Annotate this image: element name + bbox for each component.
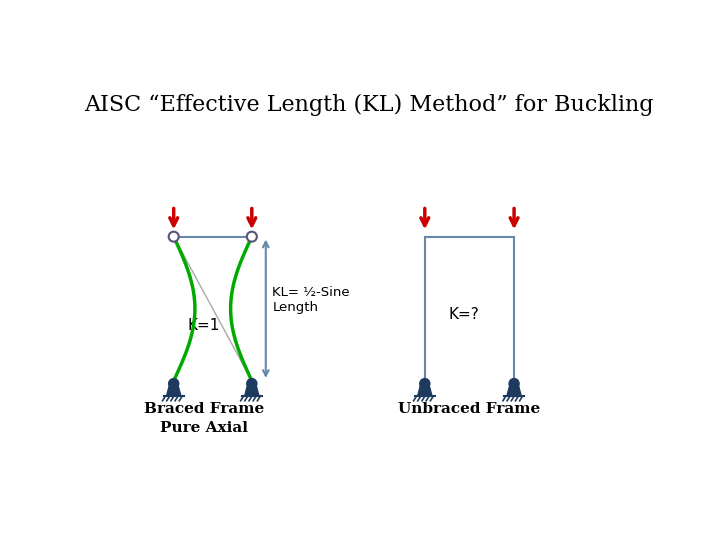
- Text: AISC “Effective Length (KL) Method” for Buckling: AISC “Effective Length (KL) Method” for …: [84, 94, 654, 116]
- Circle shape: [509, 379, 519, 389]
- Polygon shape: [166, 383, 181, 396]
- Circle shape: [168, 232, 179, 242]
- Text: Pure Axial: Pure Axial: [161, 421, 248, 435]
- Circle shape: [420, 379, 430, 389]
- Text: Unbraced Frame: Unbraced Frame: [398, 402, 541, 416]
- Text: KL= ½-Sine
Length: KL= ½-Sine Length: [272, 286, 350, 314]
- Text: Braced Frame: Braced Frame: [144, 402, 264, 416]
- Circle shape: [168, 379, 179, 389]
- Text: K=1: K=1: [188, 318, 220, 333]
- Text: K=?: K=?: [449, 307, 480, 322]
- Circle shape: [247, 232, 257, 242]
- Circle shape: [247, 379, 257, 389]
- Polygon shape: [245, 383, 259, 396]
- Polygon shape: [418, 383, 432, 396]
- Polygon shape: [507, 383, 521, 396]
